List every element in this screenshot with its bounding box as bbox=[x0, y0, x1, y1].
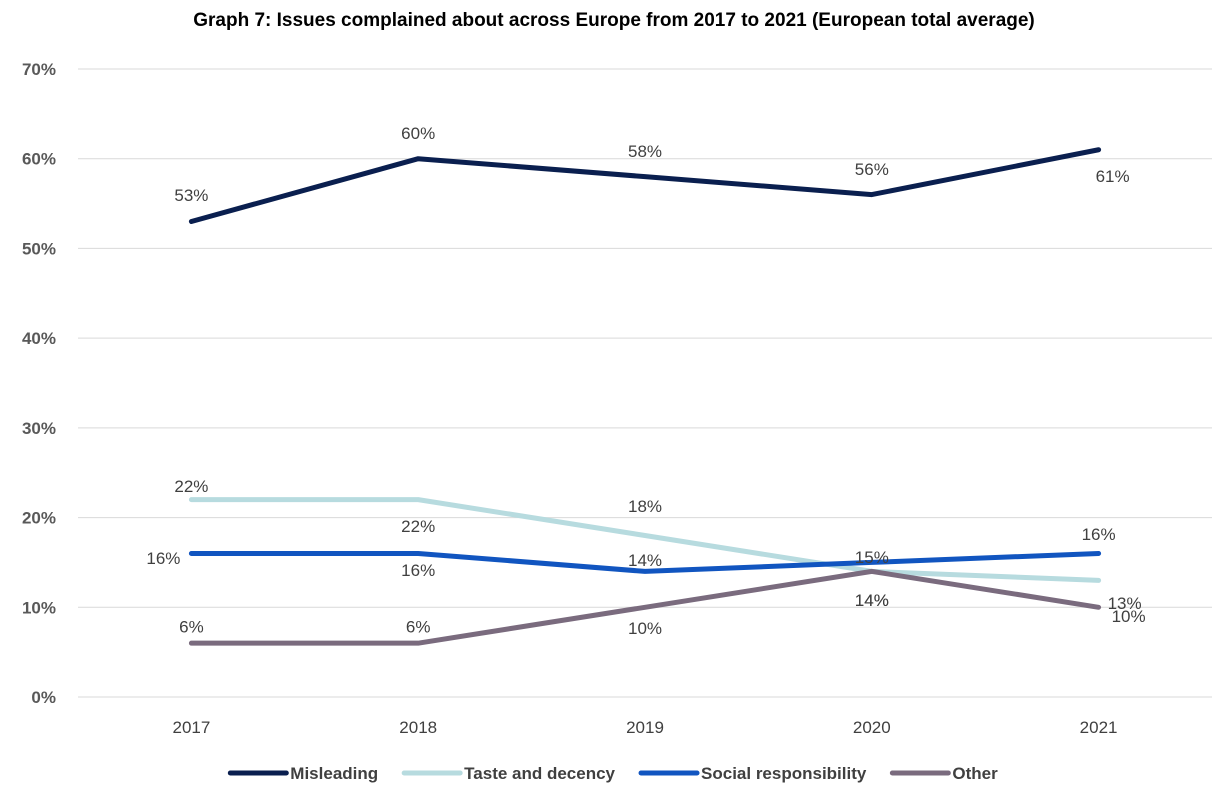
x-tick-label: 2017 bbox=[172, 718, 210, 737]
data-label: 16% bbox=[401, 561, 435, 580]
data-label: 61% bbox=[1096, 167, 1130, 186]
series-lines bbox=[188, 147, 1102, 646]
data-label: 10% bbox=[1112, 607, 1146, 626]
chart-title: Graph 7: Issues complained about across … bbox=[193, 10, 1035, 31]
data-label: 18% bbox=[628, 497, 662, 516]
y-tick-label: 0% bbox=[31, 688, 56, 707]
data-label: 6% bbox=[406, 618, 431, 637]
y-tick-label: 20% bbox=[22, 509, 56, 528]
y-tick-label: 30% bbox=[22, 419, 56, 438]
data-label: 14% bbox=[855, 591, 889, 610]
data-label: 53% bbox=[174, 186, 208, 205]
x-tick-label: 2020 bbox=[853, 718, 891, 737]
legend-item: Social responsibility bbox=[638, 764, 867, 783]
data-label: 15% bbox=[855, 548, 889, 567]
series-line-3 bbox=[188, 568, 1102, 646]
data-label: 10% bbox=[628, 619, 662, 638]
legend-label: Taste and decency bbox=[464, 764, 615, 783]
legend-item: Misleading bbox=[227, 764, 378, 783]
data-labels: 53% 60% 58% 56% 61% 22% 22% 18% 14% 13% 16% 16% 14% 1… bbox=[146, 124, 1145, 638]
data-label: 16% bbox=[146, 549, 180, 568]
data-label: 58% bbox=[628, 142, 662, 161]
data-label: 56% bbox=[855, 160, 889, 179]
legend-label: Misleading bbox=[290, 764, 378, 783]
data-label: 14% bbox=[855, 591, 889, 610]
series-line-1 bbox=[188, 497, 1102, 583]
data-label: 22% bbox=[401, 517, 435, 536]
x-tick-label: 2019 bbox=[626, 718, 664, 737]
legend: Misleading Taste and decency Social respon… bbox=[227, 764, 998, 783]
data-label: 16% bbox=[1082, 525, 1116, 544]
data-label: 60% bbox=[401, 124, 435, 143]
x-tick-label: 2018 bbox=[399, 718, 437, 737]
legend-item: Taste and decency bbox=[401, 764, 616, 783]
y-tick-label: 10% bbox=[22, 598, 56, 617]
y-tick-label: 40% bbox=[22, 329, 56, 348]
series-line-0 bbox=[188, 147, 1102, 225]
legend-label: Social responsibility bbox=[701, 764, 867, 783]
x-tick-label: 2021 bbox=[1080, 718, 1118, 737]
legend-item: Other bbox=[889, 764, 998, 783]
legend-label: Other bbox=[952, 764, 998, 783]
series-line-2 bbox=[188, 550, 1102, 574]
y-axis-tick-labels: 0% 10% 20% 30% 40% 50% 60% 70% bbox=[22, 60, 56, 707]
data-label: 6% bbox=[179, 618, 204, 637]
y-tick-label: 50% bbox=[22, 239, 56, 258]
data-label: 22% bbox=[174, 477, 208, 496]
x-axis-tick-labels: 2017 2018 2019 2020 2021 bbox=[172, 718, 1117, 737]
data-label: 14% bbox=[628, 551, 662, 570]
y-tick-label: 60% bbox=[22, 150, 56, 169]
data-label: 13% bbox=[1108, 594, 1142, 613]
y-tick-label: 70% bbox=[22, 60, 56, 79]
